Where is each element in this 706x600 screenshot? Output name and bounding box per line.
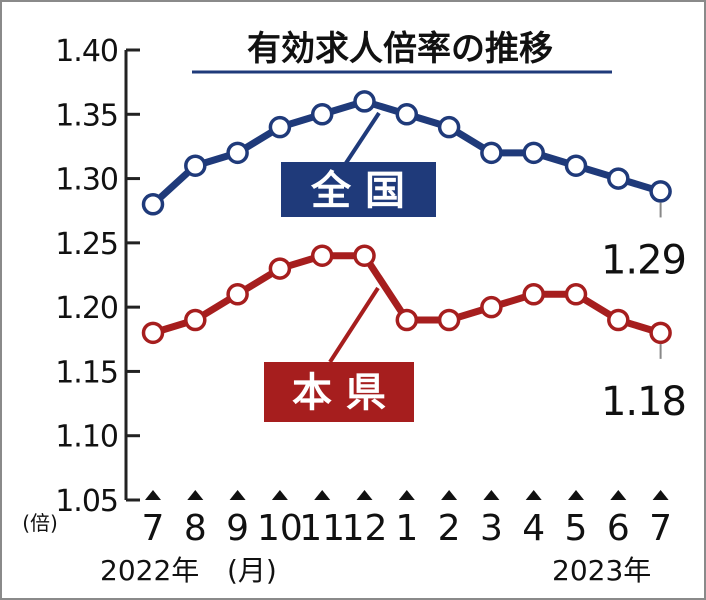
y-tick-label: 1.25 [55, 227, 118, 262]
y-tick-label: 1.30 [55, 163, 118, 198]
prefecture-point [141, 321, 165, 345]
legend-label-national: 全 国 [281, 111, 436, 217]
prefecture-point [437, 308, 461, 332]
national-point [353, 90, 376, 113]
y-tick-label: 1.10 [55, 420, 118, 455]
x-tick-mark [187, 490, 204, 500]
x-tick-mark [441, 490, 458, 500]
prefecture-point [649, 321, 672, 345]
national-point [310, 103, 334, 126]
prefecture-point [268, 257, 292, 280]
x-tick-label: 10 [257, 508, 303, 549]
x-tick-mark [314, 490, 331, 500]
y-tick-label: 1.05 [55, 484, 118, 519]
x-tick-label: 3 [480, 508, 503, 549]
series-prefecture: 1.18 [141, 244, 687, 425]
national-point [268, 115, 292, 139]
national-point [607, 167, 630, 190]
national-point [649, 180, 672, 203]
national-point [480, 141, 503, 165]
x-tick-label: 8 [184, 508, 207, 549]
year-start-label: 2022年 [100, 554, 199, 587]
national-point [226, 141, 249, 165]
x-tick-label: 2 [438, 508, 461, 549]
national-point [184, 154, 207, 177]
national-point [522, 141, 545, 165]
prefecture-label-text: 本 県 [292, 370, 386, 416]
y-tick-group: 1.40 1.35 1.30 1.25 1.20 1.15 1.10 1.05 [55, 34, 140, 519]
series-national: 1.29 [141, 90, 687, 283]
x-unit-label: (月) [227, 554, 277, 587]
legend-label-prefecture: 本 県 [264, 286, 414, 422]
prefecture-point [310, 244, 334, 267]
x-tick-label: 1 [395, 508, 418, 549]
x-tick-mark [398, 490, 415, 500]
y-unit-label: (倍) [22, 511, 58, 535]
x-tick-mark [610, 490, 627, 500]
x-tick-mark [525, 490, 542, 500]
x-tick-mark [356, 490, 373, 500]
y-tick-label: 1.40 [55, 34, 118, 69]
x-tick-label: 4 [522, 508, 545, 549]
year-end-label: 2023年 [552, 554, 651, 587]
national-point [141, 193, 165, 216]
x-tick-mark [229, 490, 246, 500]
x-tick-mark [483, 490, 500, 500]
prefecture-point [395, 308, 419, 332]
x-tick-label: 9 [226, 508, 249, 549]
national-label-box [281, 162, 436, 217]
prefecture-point [522, 283, 545, 306]
prefecture-point [226, 283, 249, 306]
prefecture-label-box [264, 362, 414, 422]
national-point [437, 115, 461, 139]
x-tick-mark [568, 490, 584, 500]
national-end-label: 1.29 [601, 237, 686, 283]
y-tick-label: 1.20 [55, 291, 118, 326]
x-tick-label: 6 [607, 508, 630, 549]
national-point [564, 154, 588, 177]
prefecture-point [353, 244, 376, 267]
chart-title: 有効求人倍率の推移 [247, 29, 553, 69]
prefecture-point [480, 295, 503, 319]
national-label-text: 全 国 [310, 168, 405, 214]
y-tick-label: 1.15 [55, 355, 118, 390]
x-tick-mark [271, 490, 288, 500]
prefecture-point [564, 283, 588, 306]
x-tick-label: 12 [342, 508, 388, 549]
prefecture-point [184, 308, 207, 332]
x-tick-label: 7 [649, 508, 672, 549]
prefecture-end-label: 1.18 [601, 379, 686, 425]
prefecture-callout-line [328, 286, 380, 364]
prefecture-point [607, 308, 630, 332]
series-group: 1.29 1.18 [141, 90, 687, 425]
x-tick-mark [145, 490, 161, 500]
x-tick-label: 7 [142, 508, 165, 549]
x-tick-label: 5 [565, 508, 588, 549]
x-tick-mark [652, 490, 669, 500]
y-tick-label: 1.35 [55, 98, 118, 133]
national-callout-line [344, 111, 381, 165]
x-tick-label: 11 [299, 508, 345, 549]
national-point [395, 103, 419, 126]
